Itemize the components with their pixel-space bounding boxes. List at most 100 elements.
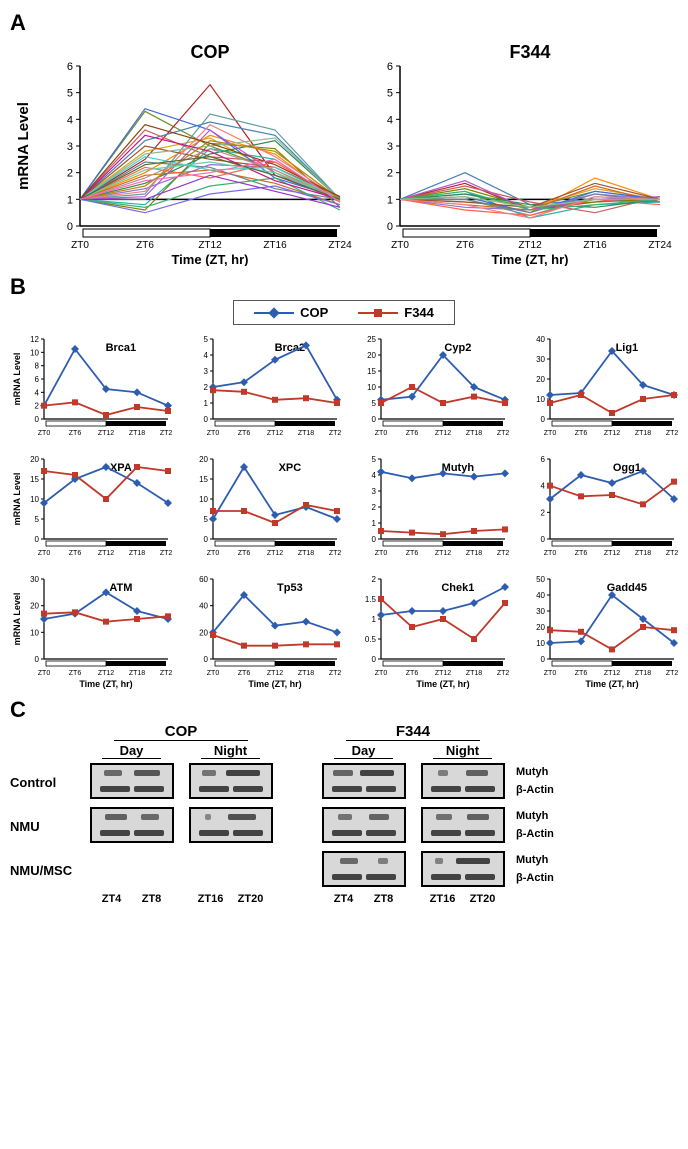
panel-b: B COP F344 024681012mRNA LevelZT0ZT6ZT12… [10,274,678,689]
svg-text:40: 40 [536,591,545,600]
svg-text:mRNA Level: mRNA Level [12,593,22,646]
svg-text:ZT24: ZT24 [328,550,340,557]
svg-text:ZT18: ZT18 [634,670,650,677]
svg-text:5: 5 [203,515,208,524]
row-label: Control [10,763,80,790]
mini-chart-cyp2: 0510152025ZT0ZT6ZT12ZT18ZT24Cyp2 [347,331,509,449]
panel-b-grid: 024681012mRNA LevelZT0ZT6ZT12ZT18ZT24Brc… [10,331,678,689]
svg-text:20: 20 [367,351,376,360]
blot-pair [90,807,174,843]
svg-text:12: 12 [30,335,39,344]
svg-text:ZT0: ZT0 [206,430,219,437]
svg-text:ZT12: ZT12 [603,670,619,677]
svg-text:Tp53: Tp53 [277,582,303,594]
svg-text:0: 0 [203,655,208,664]
svg-text:1: 1 [203,399,208,408]
svg-text:ZT12: ZT12 [266,430,282,437]
svg-text:1: 1 [372,519,377,528]
zt-labels: ZT4ZT8 [324,893,404,905]
svg-text:2: 2 [372,503,377,512]
svg-text:ZT12: ZT12 [435,670,451,677]
mini-chart-ogg1: 0246ZT0ZT6ZT12ZT18ZT24Ogg1 [516,451,678,569]
svg-text:ZT0: ZT0 [38,670,51,677]
svg-text:ZT12: ZT12 [266,670,282,677]
mini-chart-gadd45: 01020304050ZT0ZT6ZT12ZT18ZT24Gadd45Time … [516,571,678,689]
svg-text:4: 4 [35,388,40,397]
legend-f344: F344 [358,305,434,320]
svg-text:ZT12: ZT12 [98,550,114,557]
zt-labels: ZT16ZT20 [191,893,271,905]
panel-a-label: A [10,10,678,36]
panel-b-legend: COP F344 [233,300,455,325]
svg-text:10: 10 [30,628,39,637]
period-day-cop: Day [102,743,161,759]
svg-text:4: 4 [203,351,208,360]
svg-text:ZT18: ZT18 [297,430,313,437]
svg-text:5: 5 [387,88,393,100]
svg-text:ZT18: ZT18 [466,670,482,677]
svg-text:ZT18: ZT18 [129,550,145,557]
svg-text:ZT12: ZT12 [603,430,619,437]
svg-text:ZT18: ZT18 [634,550,650,557]
blot-pair [322,851,406,887]
svg-text:ZT6: ZT6 [69,670,82,677]
svg-text:2: 2 [35,402,40,411]
svg-text:ATM: ATM [109,582,132,594]
svg-text:20: 20 [199,455,208,464]
svg-text:6: 6 [540,455,545,464]
side-labels: Mutyhβ-Actin [514,807,574,843]
svg-text:ZT18: ZT18 [297,670,313,677]
blot-pair [421,807,505,843]
svg-text:8: 8 [35,362,40,371]
svg-text:ZT0: ZT0 [543,550,556,557]
svg-text:10: 10 [30,348,39,357]
svg-text:ZT6: ZT6 [574,670,587,677]
panel-b-label: B [10,274,678,300]
period-day-f344: Day [334,743,393,759]
blot-pair [322,807,406,843]
svg-text:ZT0: ZT0 [71,240,89,251]
svg-text:ZT0: ZT0 [206,670,219,677]
svg-text:ZT12: ZT12 [603,550,619,557]
svg-text:5: 5 [203,335,208,344]
svg-text:ZT6: ZT6 [69,430,82,437]
svg-text:1.5: 1.5 [365,595,377,604]
svg-text:4: 4 [540,482,545,491]
svg-text:0: 0 [35,535,40,544]
svg-text:ZT12: ZT12 [98,670,114,677]
zt-labels: ZT4ZT8 [92,893,172,905]
row-label: NMU/MSC [10,851,80,878]
svg-text:1: 1 [372,615,377,624]
svg-text:40: 40 [199,602,208,611]
zt-labels: ZT16ZT20 [423,893,503,905]
panel-c: C COP F344 Day Night Day Night ControlMu… [10,697,678,905]
svg-text:2: 2 [372,575,377,584]
svg-text:ZT0: ZT0 [375,430,388,437]
legend-cop: COP [254,305,328,320]
svg-text:Time (ZT, hr): Time (ZT, hr) [416,679,469,689]
svg-text:ZT16: ZT16 [263,240,287,251]
svg-text:ZT24: ZT24 [328,240,352,251]
blot-pair [322,763,406,799]
mini-chart-brca2: 012345ZT0ZT6ZT12ZT18ZT24Brca2 [179,331,341,449]
svg-text:mRNA Level: mRNA Level [12,473,22,526]
svg-text:2: 2 [387,168,393,180]
svg-text:30: 30 [536,355,545,364]
svg-text:ZT18: ZT18 [129,430,145,437]
svg-text:ZT24: ZT24 [328,670,340,677]
svg-text:ZT24: ZT24 [497,430,509,437]
svg-text:0: 0 [387,221,393,233]
svg-text:0: 0 [540,655,545,664]
svg-text:20: 20 [536,623,545,632]
svg-text:1: 1 [387,194,393,206]
svg-text:Chek1: Chek1 [441,582,474,594]
svg-text:Brca1: Brca1 [106,342,137,354]
svg-text:Mutyh: Mutyh [442,462,475,474]
row-label: NMU [10,807,80,834]
svg-text:ZT6: ZT6 [136,240,154,251]
svg-text:1: 1 [67,194,73,206]
svg-text:ZT0: ZT0 [375,550,388,557]
svg-text:5: 5 [372,455,377,464]
svg-text:ZT12: ZT12 [198,240,222,251]
svg-text:XPA: XPA [110,462,132,474]
